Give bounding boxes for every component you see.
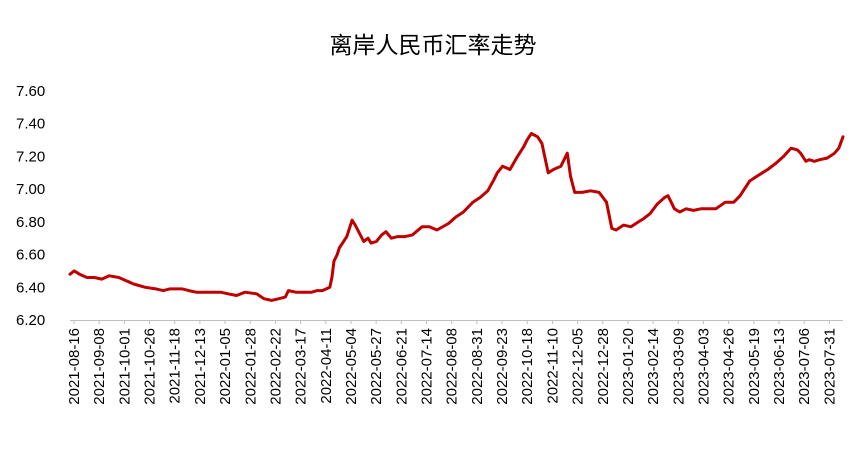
x-tick-label: 2022-12-28 (595, 328, 612, 405)
x-tick-label: 2021-11-18 (167, 328, 184, 404)
x-tick-label: 2022-05-27 (368, 328, 385, 405)
x-tick-label: 2022-02-22 (267, 328, 284, 405)
x-tick-label: 2021-09-08 (91, 328, 108, 405)
y-tick-label: 6.60 (16, 247, 45, 264)
x-tick-label: 2021-10-26 (142, 328, 159, 405)
x-tick-label: 2023-07-31 (821, 328, 838, 405)
y-tick-label: 7.00 (16, 181, 45, 198)
x-tick-label: 2023-01-20 (620, 328, 637, 405)
x-tick-label: 2022-09-23 (494, 328, 511, 405)
x-tick-label: 2022-01-28 (242, 328, 259, 405)
x-tick-label: 2023-04-26 (721, 328, 738, 405)
x-tick-label: 2022-07-14 (419, 328, 436, 405)
x-tick-label: 2023-02-14 (645, 328, 662, 405)
x-tick-label: 2022-10-18 (519, 328, 536, 405)
x-tick-label: 2022-08-08 (444, 328, 461, 405)
x-tick-label: 2023-06-13 (771, 328, 788, 405)
x-tick-label: 2023-07-06 (796, 328, 813, 405)
x-tick-label: 2022-04-11 (318, 328, 335, 404)
y-axis-ticks: 7.60 7.40 7.20 7.00 6.80 6.60 6.40 6.20 (16, 83, 45, 329)
x-tick-label: 2022-08-31 (469, 328, 486, 405)
series-line (68, 132, 845, 302)
x-tick-label: 2022-11-10 (544, 328, 561, 404)
x-tick-label: 2022-06-21 (393, 328, 410, 405)
y-tick-label: 7.20 (16, 148, 45, 165)
y-tick-label: 6.40 (16, 279, 45, 296)
x-tick-label: 2021-12-13 (192, 328, 209, 405)
y-tick-label: 6.80 (16, 214, 45, 231)
x-tick-label: 2022-12-05 (570, 328, 587, 405)
x-tick-label: 2023-05-19 (746, 328, 763, 405)
x-tick-label: 2022-03-17 (293, 328, 310, 405)
y-tick-label: 7.40 (16, 116, 45, 133)
chart-title: 离岸人民币汇率走势 (329, 33, 537, 59)
x-tick-label: 2021-10-01 (116, 328, 133, 405)
x-tick-label: 2022-05-04 (343, 328, 360, 405)
x-tick-label: 2023-04-03 (695, 328, 712, 405)
x-tick-label: 2021-08-16 (66, 328, 83, 405)
y-tick-label: 6.20 (16, 312, 45, 329)
x-tick-label: 2022-01-05 (217, 328, 234, 405)
y-tick-label: 7.60 (16, 83, 45, 100)
x-tick-label: 2023-03-09 (670, 328, 687, 405)
x-axis-ticks: 2021-08-16 2021-09-08 2021-10-01 2021-10-26… (66, 320, 838, 405)
